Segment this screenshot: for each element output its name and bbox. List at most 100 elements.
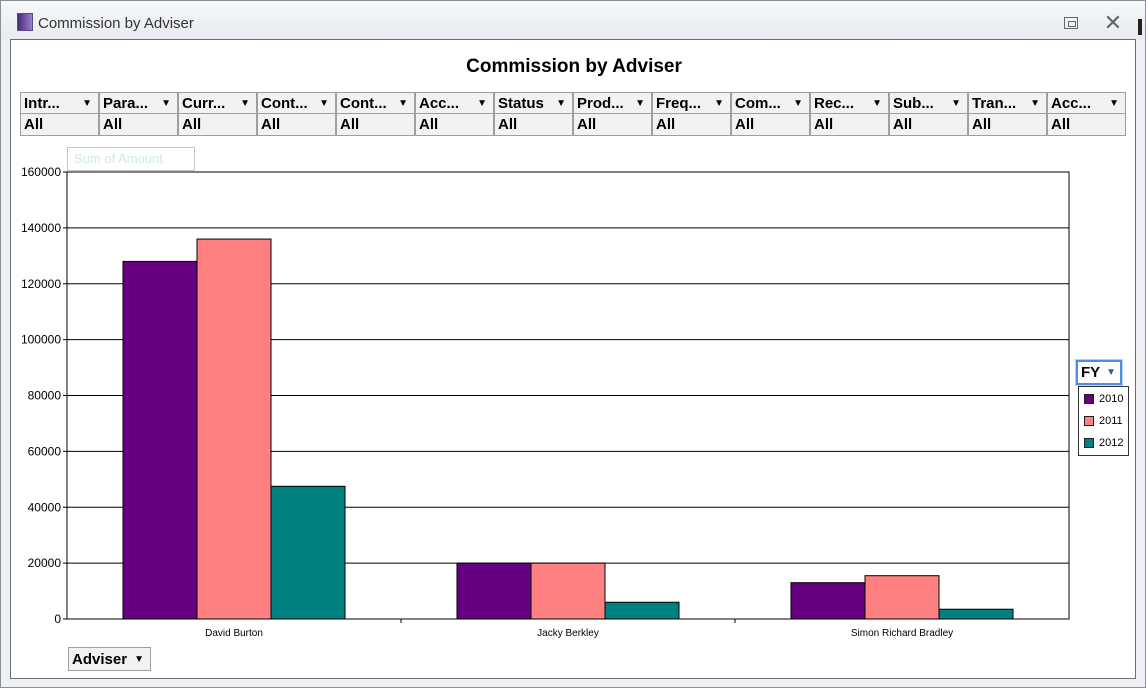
filter-value[interactable]: All	[731, 114, 810, 136]
filter-field-button[interactable]: Cont... ▼	[257, 92, 336, 114]
x-tick-label: Jacky Berkley	[537, 628, 599, 639]
filter-field-button[interactable]: Acc... ▼	[415, 92, 494, 114]
filter-value[interactable]: All	[1047, 114, 1126, 136]
bar-2011-jacky-berkley	[530, 562, 606, 620]
chevron-down-icon: ▼	[635, 97, 645, 109]
filter-4: Cont... ▼ All	[257, 92, 336, 136]
bar-2012-david-burton	[270, 485, 346, 620]
filter-field-label: Status	[498, 94, 544, 112]
chart-area: Commission by Adviser Intr... ▼ All Para...…	[10, 39, 1136, 679]
filter-6: Acc... ▼ All	[415, 92, 494, 136]
filter-field-button[interactable]: Sub... ▼	[889, 92, 968, 114]
filter-field-label: Curr...	[182, 94, 226, 112]
filter-value[interactable]: All	[494, 114, 573, 136]
title-bar: Commission by Adviser ✕	[1, 1, 1145, 39]
filter-field-label: Cont...	[261, 94, 308, 112]
filter-value[interactable]: All	[99, 114, 178, 136]
filter-field-button[interactable]: Curr... ▼	[178, 92, 257, 114]
y-tick-label: 0	[54, 612, 61, 626]
filter-field-button[interactable]: Com... ▼	[731, 92, 810, 114]
filter-value[interactable]: All	[573, 114, 652, 136]
category-field-button[interactable]: Adviser ▼	[68, 647, 151, 671]
chevron-down-icon: ▼	[793, 97, 803, 109]
chevron-down-icon: ▼	[714, 97, 724, 109]
restore-icon	[1064, 17, 1078, 29]
filter-3: Curr... ▼ All	[178, 92, 257, 136]
filter-field-label: Rec...	[814, 94, 855, 112]
filter-value[interactable]: All	[652, 114, 731, 136]
legend-label: 2012	[1099, 437, 1124, 449]
chevron-down-icon: ▼	[134, 653, 144, 665]
chevron-down-icon: ▼	[477, 97, 487, 109]
y-tick-label: 20000	[28, 556, 62, 570]
y-tick-label: 140000	[21, 221, 61, 235]
series-field-button[interactable]: FY ▼	[1076, 360, 1122, 385]
y-tick-label: 120000	[21, 277, 61, 291]
y-tick-label: 80000	[28, 389, 62, 403]
filter-value[interactable]: All	[20, 114, 99, 136]
legend: 2010 2011 2012	[1078, 386, 1129, 456]
legend-item: 2010	[1084, 392, 1123, 406]
bar-2011-david-burton	[196, 238, 272, 620]
filter-field-label: Prod...	[577, 94, 624, 112]
legend-swatch	[1084, 438, 1094, 448]
window-title: Commission by Adviser	[38, 15, 194, 32]
bar-chart: 0 20000 40000 60000 80000 100000 120000 140000 1…	[21, 165, 1070, 639]
chevron-down-icon: ▼	[951, 97, 961, 109]
bar-2012-jacky-berkley	[604, 601, 680, 620]
filter-value[interactable]: All	[336, 114, 415, 136]
legend-swatch	[1084, 416, 1094, 426]
bar-2011-simon-richard-bradley	[864, 575, 940, 620]
data-field-button[interactable]: Sum of Amount	[67, 147, 195, 171]
filter-field-label: Cont...	[340, 94, 387, 112]
filter-value[interactable]: All	[257, 114, 336, 136]
chevron-down-icon: ▼	[1109, 97, 1119, 109]
filter-value[interactable]: All	[810, 114, 889, 136]
scrollbar-nub	[1138, 19, 1142, 35]
filter-5: Cont... ▼ All	[336, 92, 415, 136]
filter-field-button[interactable]: Rec... ▼	[810, 92, 889, 114]
filter-field-button[interactable]: Freq... ▼	[652, 92, 731, 114]
filter-10: Com... ▼ All	[731, 92, 810, 136]
y-tick-label: 40000	[28, 500, 62, 514]
legend-label: 2011	[1099, 415, 1123, 427]
category-field-label: Adviser	[72, 650, 128, 668]
filter-field-button[interactable]: Intr... ▼	[20, 92, 99, 114]
chevron-down-icon: ▼	[1030, 97, 1040, 109]
close-icon: ✕	[1103, 10, 1123, 35]
filter-value[interactable]: All	[968, 114, 1047, 136]
filter-field-label: Sub...	[893, 94, 934, 112]
filter-field-button[interactable]: Status ▼	[494, 92, 573, 114]
close-button[interactable]: ✕	[1102, 10, 1124, 35]
page-filters: Intr... ▼ All Para... ▼ All Curr... ▼ All Cont...…	[20, 92, 1126, 136]
filter-field-label: Para...	[103, 94, 149, 112]
filter-field-button[interactable]: Para... ▼	[99, 92, 178, 114]
chevron-down-icon: ▼	[872, 97, 882, 109]
filter-value[interactable]: All	[889, 114, 968, 136]
filter-12: Sub... ▼ All	[889, 92, 968, 136]
bar-2010-simon-richard-bradley	[790, 582, 866, 620]
filter-1: Intr... ▼ All	[20, 92, 99, 136]
filter-2: Para... ▼ All	[99, 92, 178, 136]
filter-8: Prod... ▼ All	[573, 92, 652, 136]
filter-field-button[interactable]: Cont... ▼	[336, 92, 415, 114]
filter-11: Rec... ▼ All	[810, 92, 889, 136]
bar-2012-simon-richard-bradley	[938, 608, 1014, 620]
series-field-label: FY	[1081, 364, 1101, 381]
legend-swatch	[1084, 394, 1094, 404]
chevron-down-icon: ▼	[398, 97, 408, 109]
filter-field-button[interactable]: Acc... ▼	[1047, 92, 1126, 114]
filter-field-button[interactable]: Tran... ▼	[968, 92, 1047, 114]
filter-field-label: Freq...	[656, 94, 702, 112]
filter-field-button[interactable]: Prod... ▼	[573, 92, 652, 114]
filter-value[interactable]: All	[415, 114, 494, 136]
filter-9: Freq... ▼ All	[652, 92, 731, 136]
filter-14: Acc... ▼ All	[1047, 92, 1126, 136]
chart-title: Commission by Adviser	[466, 56, 682, 77]
bar-2010-david-burton	[122, 260, 198, 620]
restore-button[interactable]	[1060, 13, 1082, 33]
chevron-down-icon: ▼	[556, 97, 566, 109]
filter-value[interactable]: All	[178, 114, 257, 136]
y-tick-label: 100000	[21, 333, 61, 347]
